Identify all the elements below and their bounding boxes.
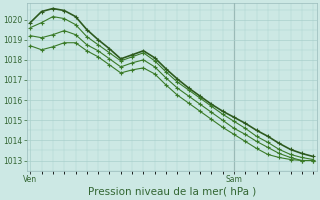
X-axis label: Pression niveau de la mer( hPa ): Pression niveau de la mer( hPa )	[88, 187, 256, 197]
